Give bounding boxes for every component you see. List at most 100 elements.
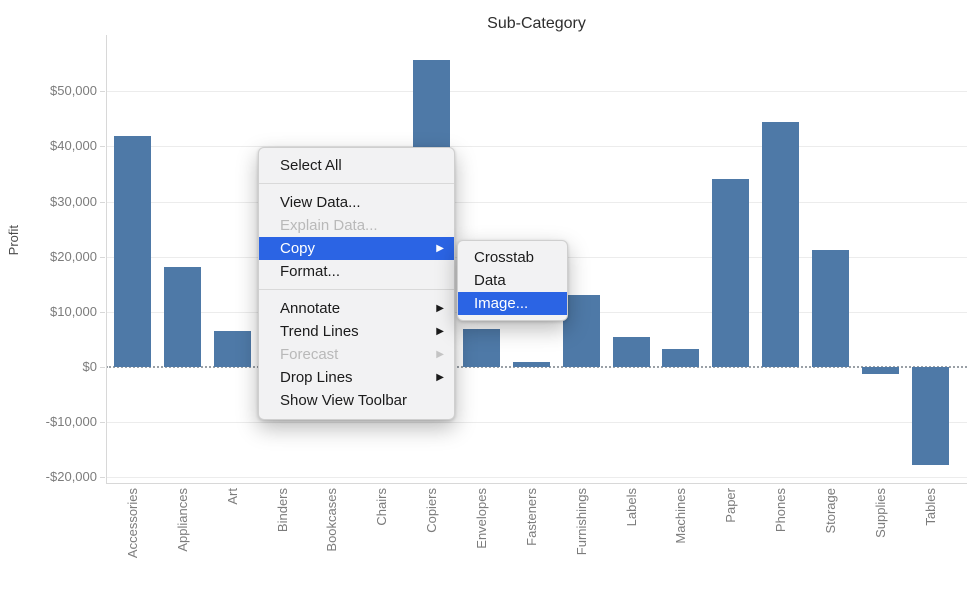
menu-item-label: Show View Toolbar: [280, 392, 408, 409]
x-label-appliances[interactable]: Appliances: [173, 488, 191, 557]
x-label-furnishings[interactable]: Furnishings: [572, 488, 590, 560]
chart-title: Sub-Category: [487, 15, 586, 32]
menu-item-label: Copy: [280, 240, 316, 257]
menu-item-explain-data: Explain Data...: [259, 214, 454, 237]
x-label-text: Supplies: [872, 488, 888, 538]
bar-phones[interactable]: [762, 121, 800, 368]
bar-storage[interactable]: [811, 249, 849, 368]
x-label-text: Tables: [922, 488, 938, 526]
x-label-paper[interactable]: Paper: [722, 488, 740, 528]
y-tick-label: -$10,000: [45, 414, 97, 430]
x-label-bookcases[interactable]: Bookcases: [323, 488, 341, 557]
gridline: [106, 201, 967, 203]
submenu-arrow-icon: ▶: [436, 303, 444, 314]
submenu-arrow-icon: ▶: [436, 326, 444, 337]
bar-art[interactable]: [213, 331, 251, 368]
submenu-item-image[interactable]: Image...: [458, 292, 567, 315]
copy-submenu: Crosstab Data Image...: [457, 240, 568, 321]
x-label-text: Copiers: [424, 488, 440, 533]
x-label-supplies[interactable]: Supplies: [871, 488, 889, 543]
x-label-text: Storage: [822, 488, 838, 534]
x-label-text: Art: [224, 488, 240, 505]
x-label-accessories[interactable]: Accessories: [124, 488, 142, 563]
x-label-text: Furnishings: [573, 488, 589, 556]
submenu-item-data[interactable]: Data: [458, 269, 567, 292]
y-tick-label: $50,000: [50, 83, 97, 99]
y-tick-label: -$20,000: [45, 469, 97, 485]
x-label-text: Chairs: [374, 488, 390, 526]
menu-item-copy[interactable]: Copy ▶: [259, 237, 454, 260]
bar-furnishings[interactable]: [562, 295, 600, 368]
x-label-art[interactable]: Art: [223, 488, 241, 510]
x-label-chairs[interactable]: Chairs: [373, 488, 391, 531]
x-label-fasteners[interactable]: Fasteners: [522, 488, 540, 551]
y-tick-mark: [100, 91, 105, 93]
menu-item-label: Select All: [280, 157, 342, 174]
y-tick-mark: [100, 256, 105, 258]
x-label-envelopes[interactable]: Envelopes: [473, 488, 491, 554]
submenu-arrow-icon: ▶: [436, 243, 444, 254]
x-axis-line: [106, 483, 967, 484]
menu-item-label: Drop Lines: [280, 369, 353, 386]
y-tick-label: $10,000: [50, 303, 97, 319]
x-label-storage[interactable]: Storage: [821, 488, 839, 539]
x-label-copiers[interactable]: Copiers: [423, 488, 441, 538]
y-tick-label: $0: [82, 359, 97, 375]
submenu-arrow-icon: ▶: [436, 372, 444, 383]
bar-supplies[interactable]: [861, 367, 899, 374]
x-label-text: Accessories: [125, 488, 140, 559]
bar-fasteners[interactable]: [512, 361, 550, 368]
menu-item-label: Annotate: [280, 300, 341, 317]
menu-item-label: Trend Lines: [280, 323, 359, 340]
gridline: [106, 477, 967, 479]
y-tick-label: $20,000: [50, 248, 97, 264]
y-tick-label: $40,000: [50, 138, 97, 154]
y-tick-mark: [100, 146, 105, 148]
bar-accessories[interactable]: [114, 135, 151, 368]
menu-item-annotate[interactable]: Annotate ▶: [259, 297, 454, 320]
bar-appliances[interactable]: [163, 267, 201, 368]
y-tick-mark: [100, 477, 105, 479]
zero-reference-line: [106, 366, 967, 369]
menu-item-label: Forecast: [280, 346, 339, 363]
x-label-text: Bookcases: [324, 488, 340, 552]
menu-item-drop-lines[interactable]: Drop Lines ▶: [259, 366, 454, 389]
bar-machines[interactable]: [662, 348, 700, 368]
gridline: [106, 91, 967, 93]
y-tick-mark: [100, 201, 105, 203]
menu-item-label: Format...: [280, 263, 341, 280]
y-tick-mark: [100, 367, 105, 369]
x-label-text: Appliances: [174, 488, 190, 552]
x-label-labels[interactable]: Labels: [622, 488, 640, 531]
bar-envelopes[interactable]: [463, 328, 500, 368]
bar-labels[interactable]: [612, 336, 650, 368]
menu-item-view-data[interactable]: View Data...: [259, 191, 454, 214]
menu-item-label: Image...: [474, 295, 529, 312]
x-label-text: Phones: [773, 488, 789, 533]
menu-item-trend-lines[interactable]: Trend Lines ▶: [259, 320, 454, 343]
bar-tables[interactable]: [911, 367, 949, 465]
context-menu: Select All View Data... Explain Data... Cop…: [258, 147, 455, 420]
submenu-item-crosstab[interactable]: Crosstab: [458, 246, 567, 269]
x-label-text: Machines: [673, 488, 689, 544]
menu-item-label: View Data...: [280, 194, 361, 211]
menu-item-label: Crosstab: [474, 249, 535, 266]
gridline: [106, 422, 967, 424]
menu-item-format[interactable]: Format...: [259, 260, 454, 283]
menu-item-show-view-toolbar[interactable]: Show View Toolbar: [259, 389, 454, 412]
x-label-text: Envelopes: [474, 488, 489, 549]
menu-item-select-all[interactable]: Select All: [259, 154, 454, 177]
menu-separator: [259, 289, 454, 290]
x-label-tables[interactable]: Tables: [921, 488, 939, 531]
x-label-text: Paper: [723, 488, 739, 523]
menu-item-forecast: Forecast ▶: [259, 343, 454, 366]
y-tick-label: $30,000: [50, 193, 97, 209]
x-label-binders[interactable]: Binders: [273, 488, 291, 537]
bar-paper[interactable]: [712, 179, 750, 368]
submenu-arrow-icon: ▶: [436, 349, 444, 360]
x-label-machines[interactable]: Machines: [672, 488, 690, 549]
x-label-phones[interactable]: Phones: [772, 488, 790, 537]
y-tick-mark: [100, 311, 105, 313]
menu-item-label: Data: [474, 272, 506, 289]
